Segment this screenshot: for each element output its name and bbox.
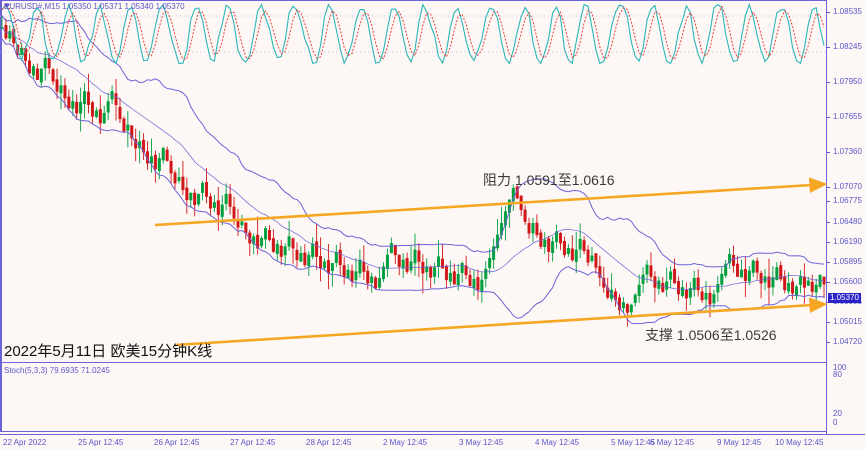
price-axis-label: 1.04720 xyxy=(833,337,862,346)
price-axis-label: 1.07655 xyxy=(833,112,862,121)
time-axis-label: 25 Apr 12:45 xyxy=(78,438,124,447)
price-axis-tick xyxy=(827,12,830,13)
time-axis-label: 27 Apr 12:45 xyxy=(230,438,276,447)
time-axis-label: 26 Apr 12:45 xyxy=(154,438,200,447)
time-axis-label: 5 May 12:45 xyxy=(611,438,656,447)
stoch-axis-label: 20 xyxy=(833,409,842,418)
price-axis-tick xyxy=(827,342,830,343)
price-axis-label: 1.07070 xyxy=(833,182,862,191)
chart-caption: 2022年5月11日 欧美15分钟K线 xyxy=(4,343,213,360)
stoch-axis-label: 0 xyxy=(833,418,838,427)
price-axis-tick xyxy=(827,282,830,283)
time-axis[interactable]: 22 Apr 2022 25 Apr 12:45 26 Apr 12:45 27 Ap… xyxy=(0,434,865,450)
price-axis-label: 1.07360 xyxy=(833,147,862,156)
price-axis-label: 1.05895 xyxy=(833,257,862,266)
time-axis-label: 28 Apr 12:45 xyxy=(306,438,352,447)
price-axis-tick xyxy=(827,201,830,202)
price-axis[interactable]: 1.08535 1.08245 1.07950 1.07655 1.07360 1.070… xyxy=(826,0,865,434)
resistance-label: 阻力 1.0591至1.0616 xyxy=(483,172,615,188)
price-axis-tick xyxy=(827,242,830,243)
price-axis-tick xyxy=(827,262,830,263)
stochastic-indicator-panel[interactable] xyxy=(0,2,826,432)
stoch-axis-label: 100 xyxy=(833,363,847,372)
symbol-header: EURUSD#,M15 1.05350 1.05371 1.05340 1.05… xyxy=(4,2,185,11)
time-axis-label: 9 May 12:45 xyxy=(717,438,762,447)
price-axis-tick xyxy=(827,117,830,118)
price-axis-tick xyxy=(827,82,830,83)
price-axis-label: 1.05600 xyxy=(833,277,862,286)
chevron-down-icon[interactable] xyxy=(4,4,10,8)
indicator-header: Stoch(5,3,3) 79.6935 71.0245 xyxy=(4,366,110,375)
time-axis-label: 6 May 12:45 xyxy=(650,438,695,447)
stochastic-chart-svg xyxy=(0,2,826,66)
time-axis-label: 22 Apr 2022 xyxy=(3,438,47,447)
price-axis-tick xyxy=(827,47,830,48)
price-axis-tick xyxy=(827,322,830,323)
time-axis-label: 3 May 12:45 xyxy=(459,438,504,447)
price-axis-tick xyxy=(827,152,830,153)
time-axis-label: 4 May 12:45 xyxy=(535,438,580,447)
price-axis-tick xyxy=(827,187,830,188)
stoch-axis-label: 80 xyxy=(833,370,842,379)
price-axis-label: 1.06480 xyxy=(833,217,862,226)
price-axis-label: 1.06190 xyxy=(833,237,862,246)
price-axis-label: 1.08535 xyxy=(833,7,862,16)
current-price-badge: 1.05370 xyxy=(828,293,861,303)
time-axis-label: 10 May 12:45 xyxy=(775,438,824,447)
support-label: 支撑 1.0506至1.0526 xyxy=(645,327,777,343)
price-axis-label: 1.06775 xyxy=(833,196,862,205)
price-axis-label: 1.08245 xyxy=(833,42,862,51)
time-axis-label: 2 May 12:45 xyxy=(383,438,428,447)
price-axis-tick xyxy=(827,222,830,223)
price-axis-label: 1.05015 xyxy=(833,317,862,326)
price-axis-label: 1.07950 xyxy=(833,77,862,86)
